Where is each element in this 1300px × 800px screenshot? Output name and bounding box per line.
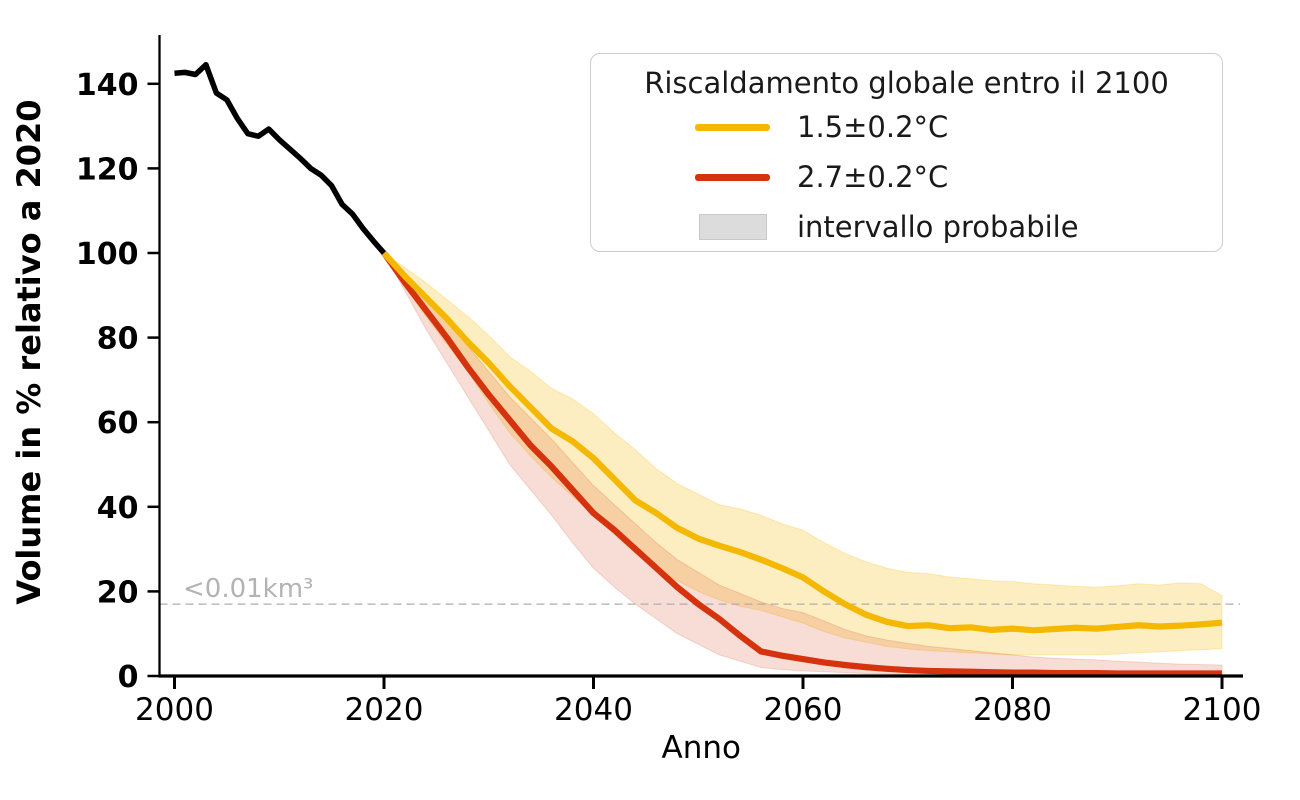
legend-title: Riscaldamento globale entro il 2100	[644, 66, 1169, 100]
y-tick-label: 80	[97, 322, 139, 357]
legend-line-swatch-2p7c-icon	[695, 173, 770, 181]
legend-item-2p7c: 2.7±0.2°C	[591, 152, 1222, 202]
y-tick-label: 100	[76, 237, 139, 272]
y-tick-label: 0	[118, 660, 139, 695]
x-axis-label: Anno	[662, 730, 741, 766]
y-tick-label: 40	[97, 491, 139, 526]
legend: Riscaldamento globale entro il 2100 1.5±…	[590, 53, 1223, 252]
x-tick-label: 2100	[1183, 692, 1262, 728]
x-tick-label: 2040	[554, 692, 633, 728]
y-axis-label: Volume in % relativo a 2020	[10, 99, 48, 604]
y-tick-label: 20	[97, 575, 139, 610]
series-line-2.7±0.2°C	[381, 251, 1222, 677]
series-line-storico	[174, 62, 387, 255]
legend-patch-swatch-icon	[698, 214, 767, 240]
series-line-1.5±0.2°C	[381, 250, 1223, 634]
y-tick-label: 60	[97, 406, 139, 441]
legend-line-swatch-1p5c-icon	[695, 123, 770, 131]
legend-label-likely-range: intervallo probabile	[797, 210, 1079, 244]
legend-item-likely-range: intervallo probabile	[591, 202, 1222, 252]
x-tick-label: 2080	[973, 692, 1052, 728]
y-tick-label: 120	[76, 152, 139, 187]
threshold-label: <0.01km³	[183, 574, 313, 604]
legend-item-1p5c: 1.5±0.2°C	[591, 102, 1222, 152]
x-tick-label: 2060	[764, 692, 843, 728]
legend-label-2p7c: 2.7±0.2°C	[797, 160, 949, 194]
y-tick-label: 140	[76, 68, 139, 103]
x-tick-label: 2000	[135, 692, 214, 728]
x-tick-label: 2020	[345, 692, 424, 728]
legend-label-1p5c: 1.5±0.2°C	[797, 110, 949, 144]
